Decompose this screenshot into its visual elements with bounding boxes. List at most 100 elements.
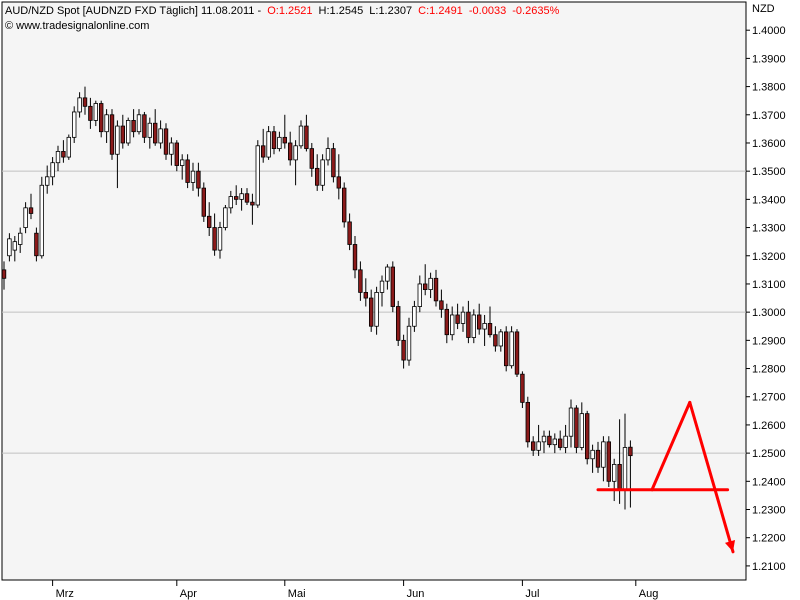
candle-body [82,97,88,107]
candle-body [298,125,304,147]
candle [368,289,374,332]
y-tick-label: 1.4000 [752,25,786,37]
candle [449,306,455,341]
candle-body [449,314,455,336]
candle [552,433,557,454]
candle [363,278,368,307]
candle [309,142,314,177]
candle-body [72,111,77,138]
candle-body [347,221,352,245]
candle [347,213,352,251]
close-value: C:1.2491 [418,5,463,17]
y-tick-label: 1.2100 [752,561,786,573]
candle-body [395,306,401,341]
candle [136,109,142,135]
candle-body [536,441,541,451]
candles [1,86,633,510]
candle-body [406,325,412,361]
candle [422,264,428,296]
candle-body [287,142,293,161]
candle [72,106,77,143]
open-value: O:1.2521 [267,5,312,17]
candle-body [509,331,514,367]
candle [260,128,266,163]
candle-body [444,308,449,336]
candle-body [471,314,476,338]
candle-body [1,269,7,279]
currency-label: NZD [752,3,775,15]
candle-body [422,283,428,290]
candle-body [206,215,212,228]
candle-body [304,125,309,150]
candle [498,329,503,352]
candle-body [271,131,277,150]
candle [45,165,50,194]
candle-body [493,334,498,347]
candle-body [7,238,12,257]
candle-body [320,159,325,186]
candle-body [433,277,439,302]
candle-body [233,196,239,200]
candle [126,117,131,146]
candle-body [385,266,390,282]
candle [547,430,552,448]
candle-body [547,435,552,446]
candle-body [617,463,622,491]
candle-body [417,283,422,307]
candle-body [190,170,196,183]
candle-body [39,184,44,257]
watermark: © www.tradesignalonline.com [5,20,149,32]
instrument-label: AUD/NZD Spot [AUDNZD FXD Täglich] 11.08.… [5,5,261,17]
candle [487,306,493,338]
candle-body [174,142,179,166]
y-tick-label: 1.3300 [752,223,786,235]
candle-body [115,125,120,155]
candle [142,111,147,143]
candle [271,126,277,155]
candle [163,123,169,160]
annotations [596,400,736,554]
high-value: H:1.2545 [319,5,364,17]
candle [88,97,93,129]
candle [185,154,190,189]
candle [99,100,104,138]
candle [320,154,325,191]
candle-body [34,232,39,257]
candle [206,202,212,237]
candle [606,436,611,487]
candle-body [250,201,255,206]
candle [217,221,223,259]
candle-body [99,103,104,133]
candle [104,109,109,143]
y-tick-label: 1.3500 [752,166,786,178]
candle-body [601,441,606,468]
y-tick-label: 1.3700 [752,110,786,122]
candle [196,162,201,197]
candle-body [590,449,595,460]
y-tick-label: 1.3000 [752,307,786,319]
candle [55,145,61,172]
y-tick-label: 1.2500 [752,448,786,460]
candle [612,458,617,502]
candle-body [363,292,368,299]
candle [417,275,422,313]
candle-body [66,136,71,158]
candle-body [487,323,493,336]
candle [509,326,514,369]
candle-body [45,176,50,186]
candle [471,309,476,344]
change-pct-value: -0.2635% [512,5,559,17]
candle [514,329,520,377]
candle-body [169,142,174,155]
y-tick-label: 1.3900 [752,53,786,65]
candle [336,154,341,200]
candle [395,300,401,346]
candle [233,185,239,206]
candle-body [104,114,109,133]
candle-body [126,120,131,144]
candle-body [314,167,320,186]
candle-body [309,148,314,169]
candle [595,441,601,473]
candle [250,193,255,225]
